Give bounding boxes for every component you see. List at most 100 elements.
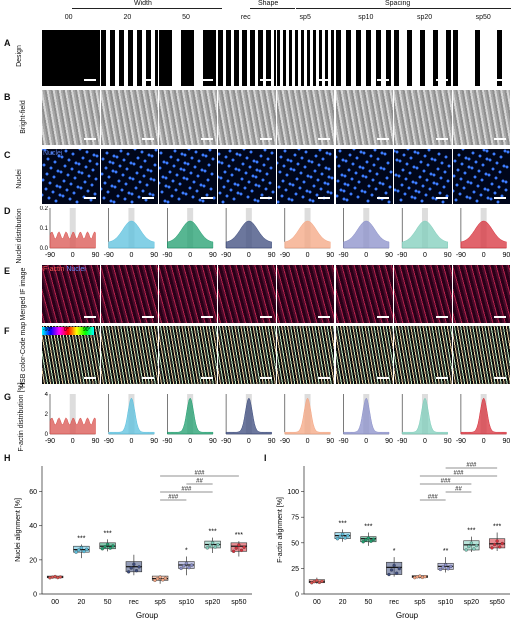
y-tick-label: 20 (29, 557, 37, 564)
significance-label: * (185, 547, 188, 554)
nuclei-tile-rec (218, 149, 276, 204)
x-axis-label: Group (136, 611, 159, 620)
scale-bar (259, 316, 272, 318)
design-tile-sp20 (394, 30, 452, 86)
box-sp5 (151, 575, 169, 584)
dist-ytick: 0.0 (40, 246, 49, 252)
dist-xtick: -90 (338, 252, 348, 259)
panel-letter-c: C (4, 150, 11, 160)
box-point (82, 549, 86, 554)
scale-bar (200, 197, 213, 199)
dist-xtick: 0 (247, 438, 251, 445)
dist-xtick: 90 (92, 438, 100, 445)
box-point (231, 549, 236, 553)
dist-curve (167, 397, 214, 435)
dist-xtick: -90 (45, 438, 55, 445)
dist-xtick: -90 (221, 252, 231, 259)
x-tick-label: 20 (77, 599, 85, 606)
y-tick-label: 0 (295, 592, 299, 599)
box-point (77, 548, 81, 552)
nuclei-tile-20 (100, 149, 159, 204)
box-sp10 (437, 557, 454, 573)
column-label-sp10: sp10 (358, 14, 374, 21)
header-spacing-label: Spacing (385, 0, 411, 7)
dist-ytick: 0.1 (40, 226, 49, 232)
nuclei-tile-50 (159, 149, 217, 204)
hsb-tile-sp20 (394, 326, 452, 384)
box-point (242, 545, 246, 549)
dist-curve (284, 220, 331, 249)
y-tick-label: 25 (291, 566, 299, 573)
box-point (153, 578, 157, 582)
dist-ytick: 0.2 (40, 206, 49, 212)
box-point (216, 542, 220, 547)
box-point (498, 545, 502, 549)
bracket-label: ### (194, 471, 205, 477)
box-point (464, 548, 468, 552)
box-point (338, 534, 342, 539)
dist-plot-00: -90 0 90 0.0 0.1 0.2 (40, 206, 100, 259)
box-point (366, 536, 371, 540)
dist-curve (343, 397, 390, 435)
nuclei-distribution-plots: -90 0 900.00.10.2-90 0 90 -90 0 90 -90 0 90 -90 0 90-… (40, 206, 511, 259)
box-point (389, 568, 394, 572)
nuclei-tile-sp10 (335, 149, 393, 204)
header-shape-label: Shape (258, 0, 279, 7)
dist-plot-sp5: -90 0 90 (280, 394, 334, 445)
dist-xtick: 90 (326, 252, 334, 259)
dist-plot-50: -90 0 90 (162, 394, 217, 445)
dist-xtick: 90 (444, 438, 452, 445)
hsb-tile-sp50 (452, 326, 511, 384)
x-tick-label: 00 (313, 599, 321, 606)
box-point (208, 543, 212, 548)
dist-ytick: 2 (45, 412, 49, 418)
box-point (237, 543, 241, 547)
scale-bar (435, 79, 448, 81)
dist-xtick: 0 (71, 252, 75, 259)
scale-bar (494, 316, 507, 318)
dist-xtick: 0 (188, 438, 192, 445)
dist-xtick: -90 (45, 252, 55, 259)
dist-curve (343, 220, 390, 249)
box-point (392, 563, 396, 568)
dist-curve (460, 220, 507, 249)
box-rec (386, 557, 403, 577)
box-point (346, 534, 350, 538)
dist-xtick: 0 (364, 252, 368, 259)
dist-xtick: -90 (162, 252, 172, 259)
box-point (129, 566, 133, 570)
box-point (108, 546, 112, 550)
significance-label: *** (104, 530, 112, 537)
box-point (58, 575, 63, 579)
nuclei-overlay-label: Nuclei (43, 150, 63, 157)
dist-xtick: 90 (92, 252, 100, 259)
merged-tile-sp5 (276, 265, 335, 323)
box-point (161, 578, 165, 582)
box-point (84, 547, 89, 551)
dist-xtick: 90 (385, 252, 393, 259)
dist-xtick: -90 (104, 438, 114, 445)
scale-bar (142, 377, 155, 379)
box-sp20 (463, 536, 480, 553)
scale-bar (83, 79, 96, 81)
design-tile-sp50 (452, 30, 511, 86)
dist-xtick: -90 (456, 252, 466, 259)
dist-xtick: 0 (129, 252, 133, 259)
box-point (361, 540, 365, 544)
dist-xtick: 0 (482, 438, 486, 445)
box-point (395, 571, 399, 575)
brightfield-tile-50 (159, 90, 217, 145)
x-tick-label: sp5 (154, 599, 165, 606)
design-tile-50 (159, 30, 217, 86)
dist-xtick: 90 (326, 438, 334, 445)
dist-xtick: 90 (209, 252, 217, 259)
scale-bar (142, 197, 155, 199)
box-point (469, 541, 474, 545)
dist-xtick: 0 (188, 252, 192, 259)
brightfield-tile-20 (100, 90, 159, 145)
significance-label: ** (443, 548, 449, 555)
hsb-gradient-bar (42, 327, 94, 335)
dist-ytick: 4 (45, 392, 49, 398)
dist-plot-sp5: -90 0 90 (280, 208, 334, 259)
